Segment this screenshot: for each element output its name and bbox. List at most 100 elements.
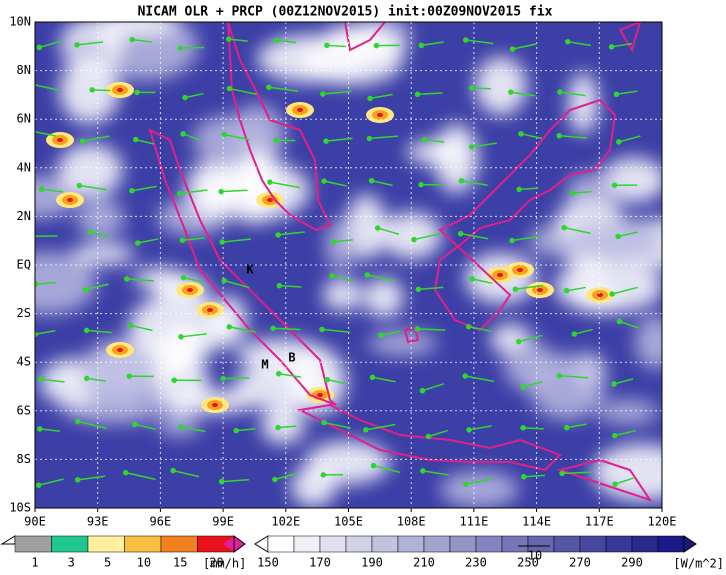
wind-arrow-head [130,38,134,42]
wind-arrow-head [426,434,430,438]
olr-legend-label: 270 [569,556,591,570]
longitude-label: 99E [212,515,234,529]
legend-swatch [15,536,52,552]
vector-reference-label: 10 [528,549,542,563]
longitude-label: 111E [459,515,488,529]
wind-arrow-head [234,429,238,433]
latitude-label: EQ [17,258,31,272]
legend-swatch [658,536,684,552]
wind-arrow-head [171,469,175,473]
wind-arrow-head [324,139,328,143]
wind-arrow-head [416,287,420,291]
wind-arrow-head [76,419,80,423]
wind-arrow-head [372,464,376,468]
wind-arrow-head [273,477,277,481]
wind-arrow-head [521,426,525,430]
wind-arrow-head [39,377,43,381]
wind-arrow-head [365,273,369,277]
olr-unit: [W/m^2] [673,557,724,571]
cloud [234,364,327,409]
wind-arrow-head [227,37,231,41]
wind-arrow-head [274,38,278,42]
legend-swatch [88,536,125,552]
precip-cell [497,273,503,277]
wind-arrow-head [558,90,562,94]
wind-arrow-head [182,276,186,280]
wind-arrow-head [325,43,329,47]
wind-arrow-head [517,340,521,344]
latitude-label: 4N [17,160,31,174]
longitude-label: 105E [334,515,363,529]
wind-arrow-head [90,88,94,92]
wind-arrow-head [181,132,185,136]
precip-unit: [mm/h] [203,557,246,571]
wind-arrow-head [37,483,41,487]
wind-arrow-head [614,92,618,96]
latitude-label: 8S [17,452,31,466]
wind-arrow-head [183,96,187,100]
precip-cell [297,108,303,112]
precip-legend-label: 5 [104,556,111,570]
wind-arrow-head [517,187,521,191]
precip-cell [377,113,383,117]
olr-legend-label: 230 [465,556,487,570]
cloud [635,315,677,369]
wind-arrow-head [376,226,380,230]
legend-swatch [125,536,162,552]
legend-swatch [424,536,450,552]
wind-arrow-head [222,132,226,136]
wind-arrow-head [415,327,419,331]
olr-legend-label: 170 [309,556,331,570]
latitude-label: 10S [9,501,31,515]
wind-arrow-head [220,240,224,244]
precip-cell [117,348,123,352]
wind-arrow-head [610,292,614,296]
wind-arrow-head [565,289,569,293]
cloud [325,219,355,270]
precip-legend-label: 15 [173,556,187,570]
wind-arrow-head [178,46,182,50]
latitude-label: 4S [17,355,31,369]
wind-arrow-head [178,191,182,195]
wind-arrow-head [325,378,329,382]
precip-cell [207,308,213,312]
latitude-label: 6S [17,403,31,417]
wind-arrow-head [565,426,569,430]
precip-cell [267,198,273,202]
wind-arrow-head [467,428,471,432]
wind-arrow-head [320,327,324,331]
wind-arrow-head [276,233,280,237]
title: NICAM OLR + PRCP (00Z12NOV2015) init:00Z… [138,5,553,20]
wind-arrow-head [510,239,514,243]
wind-arrow-head [321,473,325,477]
wind-arrow-head [34,282,38,286]
legend-swatch [320,536,346,552]
wind-arrow-head [572,332,576,336]
wind-arrow-head [179,425,183,429]
latitude-label: 2N [17,209,31,223]
station-marker: B [288,351,295,365]
wind-arrow-head [271,326,275,330]
station-marker: M [261,358,268,372]
wind-arrow-head [220,480,224,484]
wind-arrow-head [379,333,383,337]
cloud [593,444,692,501]
precip-cell [117,88,123,92]
wind-arrow-head [89,230,93,234]
wind-arrow-head [522,475,526,479]
wind-arrow-head [613,434,617,438]
wind-arrow-head [134,138,138,142]
wind-arrow-head [560,471,564,475]
wind-arrow-head [419,183,423,187]
wind-arrow-head [459,232,463,236]
legend-swatch [606,536,632,552]
wind-arrow-head [459,179,463,183]
legend-swatch [346,536,372,552]
wind-arrow-head [519,132,523,136]
wind-arrow-head [367,136,371,140]
wind-arrow-head [617,140,621,144]
latitude-label: 2S [17,306,31,320]
olr-legend-label: 150 [257,556,279,570]
legend-swatch [372,536,398,552]
